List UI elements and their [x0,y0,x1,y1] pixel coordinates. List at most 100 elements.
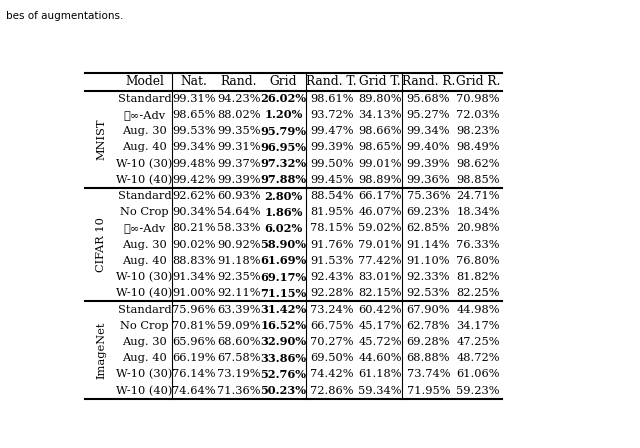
Text: 99.36%: 99.36% [406,175,450,185]
Text: 95.27%: 95.27% [406,110,450,120]
Text: 99.42%: 99.42% [172,175,216,185]
Text: 92.62%: 92.62% [172,191,216,201]
Text: 67.90%: 67.90% [406,305,450,314]
Text: 90.34%: 90.34% [172,207,216,217]
Text: 44.98%: 44.98% [456,305,500,314]
Text: 99.39%: 99.39% [217,175,260,185]
Text: 92.53%: 92.53% [406,289,450,298]
Text: Grid R.: Grid R. [456,75,500,88]
Text: 71.15%: 71.15% [260,288,307,299]
Text: 32.90%: 32.90% [260,336,307,348]
Text: 68.60%: 68.60% [217,337,260,347]
Text: 74.64%: 74.64% [172,386,216,396]
Text: 91.00%: 91.00% [172,289,216,298]
Text: 82.15%: 82.15% [358,289,402,298]
Text: W-10 (30): W-10 (30) [116,272,173,282]
Text: 99.48%: 99.48% [172,159,216,168]
Text: 1.20%: 1.20% [264,109,303,121]
Text: 99.35%: 99.35% [217,126,260,136]
Text: 69.50%: 69.50% [310,353,353,363]
Text: Nat.: Nat. [180,75,207,88]
Text: ℓ∞-Adv: ℓ∞-Adv [124,224,166,233]
Text: 54.64%: 54.64% [217,207,260,217]
Text: 59.09%: 59.09% [217,321,260,331]
Text: 81.82%: 81.82% [456,272,500,282]
Text: 90.92%: 90.92% [217,240,260,250]
Text: 99.50%: 99.50% [310,159,353,168]
Text: 81.95%: 81.95% [310,207,353,217]
Text: 74.42%: 74.42% [310,370,353,379]
Text: 79.01%: 79.01% [358,240,402,250]
Text: 93.72%: 93.72% [310,110,353,120]
Text: Aug. 40: Aug. 40 [122,142,167,152]
Text: 61.18%: 61.18% [358,370,402,379]
Text: Aug. 30: Aug. 30 [122,337,167,347]
Text: 26.02%: 26.02% [260,93,307,104]
Text: Grid: Grid [269,75,297,88]
Text: 71.36%: 71.36% [217,386,260,396]
Text: 76.33%: 76.33% [456,240,500,250]
Text: 66.19%: 66.19% [172,353,216,363]
Text: 99.39%: 99.39% [406,159,450,168]
Text: 75.96%: 75.96% [172,305,216,314]
Text: 98.49%: 98.49% [456,142,500,152]
Text: 44.60%: 44.60% [358,353,402,363]
Text: 76.14%: 76.14% [172,370,216,379]
Text: 82.25%: 82.25% [456,289,500,298]
Text: 60.93%: 60.93% [217,191,260,201]
Text: 31.42%: 31.42% [260,304,307,315]
Text: 16.52%: 16.52% [260,320,307,331]
Text: 59.34%: 59.34% [358,386,402,396]
Text: 69.23%: 69.23% [406,207,450,217]
Text: 92.43%: 92.43% [310,272,353,282]
Text: 92.11%: 92.11% [217,289,260,298]
Text: 92.33%: 92.33% [406,272,450,282]
Text: 99.01%: 99.01% [358,159,402,168]
Text: bes of augmentations.: bes of augmentations. [6,11,124,21]
Text: 65.96%: 65.96% [172,337,216,347]
Text: 97.88%: 97.88% [260,174,307,185]
Text: 98.66%: 98.66% [358,126,402,136]
Text: 59.23%: 59.23% [456,386,500,396]
Text: 80.21%: 80.21% [172,224,216,233]
Text: 99.39%: 99.39% [310,142,353,152]
Text: 2.80%: 2.80% [264,190,303,202]
Text: 60.42%: 60.42% [358,305,402,314]
Text: W-10 (30): W-10 (30) [116,369,173,379]
Text: 76.80%: 76.80% [456,256,500,266]
Text: 96.95%: 96.95% [260,142,307,153]
Text: 72.86%: 72.86% [310,386,353,396]
Text: 91.76%: 91.76% [310,240,353,250]
Text: 98.23%: 98.23% [456,126,500,136]
Text: 47.25%: 47.25% [456,337,500,347]
Text: 91.34%: 91.34% [172,272,216,282]
Text: 67.58%: 67.58% [217,353,260,363]
Text: MNIST: MNIST [96,119,106,160]
Text: 88.83%: 88.83% [172,256,216,266]
Text: 52.76%: 52.76% [260,369,307,380]
Text: 48.72%: 48.72% [456,353,500,363]
Text: 73.74%: 73.74% [406,370,450,379]
Text: 83.01%: 83.01% [358,272,402,282]
Text: 98.85%: 98.85% [456,175,500,185]
Text: 1.86%: 1.86% [264,207,303,218]
Text: 95.79%: 95.79% [260,126,307,137]
Text: CIFAR 10: CIFAR 10 [96,217,106,272]
Text: 88.54%: 88.54% [310,191,353,201]
Text: 66.17%: 66.17% [358,191,402,201]
Text: 77.42%: 77.42% [358,256,402,266]
Text: 99.37%: 99.37% [217,159,260,168]
Text: 70.98%: 70.98% [456,94,500,104]
Text: 58.33%: 58.33% [217,224,260,233]
Text: 34.13%: 34.13% [358,110,402,120]
Text: 99.31%: 99.31% [172,94,216,104]
Text: W-10 (30): W-10 (30) [116,159,173,169]
Text: 62.78%: 62.78% [406,321,450,331]
Text: 97.32%: 97.32% [260,158,307,169]
Text: 75.36%: 75.36% [406,191,450,201]
Text: 72.03%: 72.03% [456,110,500,120]
Text: 61.06%: 61.06% [456,370,500,379]
Text: 45.17%: 45.17% [358,321,402,331]
Text: W-10 (40): W-10 (40) [116,175,173,185]
Text: 61.69%: 61.69% [260,255,307,267]
